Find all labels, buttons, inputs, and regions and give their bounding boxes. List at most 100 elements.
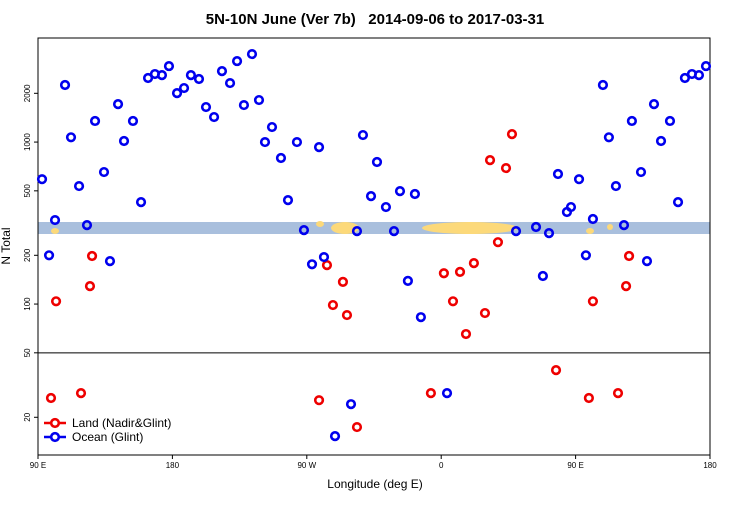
point	[460, 328, 472, 340]
point	[171, 88, 183, 99]
point	[238, 99, 250, 111]
x-tick-label: 0	[439, 461, 444, 470]
point	[587, 213, 599, 225]
point	[537, 270, 548, 282]
point	[441, 388, 453, 399]
point	[49, 214, 61, 226]
chart-title: 5N-10N June (Ver 7b) 2014-09-06 to 2017-…	[206, 11, 545, 28]
point	[89, 115, 101, 127]
point	[380, 201, 392, 213]
point	[45, 392, 57, 404]
legend-label: Ocean (Glint)	[72, 430, 143, 444]
legend-marker	[49, 417, 61, 429]
point	[603, 132, 615, 143]
point	[626, 115, 637, 127]
point	[479, 307, 491, 319]
point	[409, 188, 421, 200]
point	[425, 388, 436, 399]
point	[597, 79, 609, 91]
x-tick-label: 180	[166, 461, 180, 470]
point	[655, 135, 667, 147]
point	[86, 250, 98, 262]
point	[438, 268, 449, 279]
point	[351, 421, 363, 433]
point	[81, 220, 93, 231]
point	[65, 132, 77, 143]
point	[337, 276, 349, 288]
point	[620, 281, 632, 292]
point	[275, 152, 287, 164]
x-tick-label: 180	[703, 461, 717, 470]
point	[506, 128, 518, 140]
point	[259, 136, 271, 148]
point	[612, 388, 624, 399]
point	[623, 250, 635, 262]
legend-marker	[49, 431, 61, 443]
point	[552, 168, 564, 180]
point	[163, 60, 175, 72]
point	[291, 136, 303, 148]
point	[664, 115, 676, 127]
y-tick-label: 500	[23, 184, 32, 198]
point	[84, 281, 96, 292]
point	[357, 129, 369, 141]
point	[73, 180, 85, 192]
point	[50, 296, 62, 307]
x-tick-label: 90 E	[567, 461, 583, 470]
point	[402, 275, 413, 286]
point	[313, 142, 325, 153]
point	[388, 226, 400, 237]
point	[59, 79, 71, 91]
point	[454, 266, 466, 277]
point	[693, 70, 705, 81]
point	[341, 309, 353, 321]
point	[208, 111, 220, 123]
point	[648, 99, 660, 110]
point	[231, 55, 243, 67]
point	[345, 399, 357, 410]
point	[193, 73, 205, 85]
point	[447, 296, 459, 307]
point	[415, 312, 426, 323]
point	[327, 299, 339, 311]
y-tick-label: 200	[23, 248, 32, 262]
point	[700, 60, 712, 72]
point	[468, 257, 480, 269]
point	[224, 77, 236, 89]
point	[112, 99, 124, 110]
x-tick-label: 90 E	[30, 461, 46, 470]
point	[104, 256, 116, 267]
x-tick-label: 90 W	[297, 461, 316, 470]
y-tick-label: 20	[23, 412, 32, 421]
point	[610, 180, 622, 192]
point	[550, 365, 562, 376]
point	[216, 66, 228, 77]
y-tick-label: 50	[23, 348, 32, 357]
point	[178, 82, 190, 94]
point	[253, 94, 265, 106]
point	[266, 121, 278, 133]
point	[618, 220, 630, 231]
point	[118, 135, 130, 147]
point	[543, 228, 555, 239]
point	[394, 186, 406, 197]
point	[587, 296, 599, 307]
legend-label: Land (Nadir&Glint)	[72, 416, 171, 430]
y-tick-label: 2000	[23, 84, 32, 102]
point	[313, 395, 325, 406]
point	[365, 190, 377, 202]
point	[329, 431, 341, 442]
point	[351, 226, 363, 237]
point	[321, 259, 333, 271]
plot-frame	[37, 37, 711, 456]
point	[246, 48, 258, 60]
point	[679, 72, 691, 84]
point	[510, 226, 522, 237]
point	[492, 237, 504, 248]
y-axis-label: N Total	[0, 227, 13, 264]
point	[75, 388, 87, 399]
map-strip	[38, 221, 710, 234]
y-tick-label: 100	[23, 297, 32, 311]
point	[484, 154, 496, 166]
